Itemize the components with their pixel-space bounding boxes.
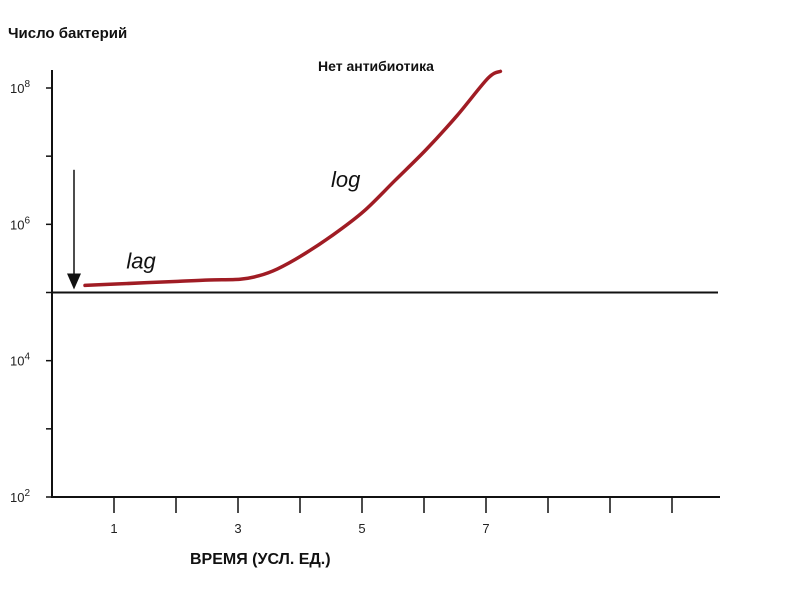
y-tick-exponent: 8 <box>24 79 30 90</box>
y-tick-base: 10 <box>10 217 24 232</box>
y-tick-exponent: 6 <box>24 215 30 226</box>
y-tick-label: 108 <box>10 79 30 96</box>
x-tick-label: 5 <box>358 521 365 536</box>
arrow-marker <box>67 169 81 290</box>
series-group <box>83 69 503 288</box>
phase-label: log <box>331 167 361 192</box>
y-axis-label: Число бактерий <box>8 25 127 42</box>
arrow-head <box>67 273 81 290</box>
y-tick-label: 102 <box>10 488 30 505</box>
x-ticks: 1 3 5 7 <box>110 497 673 536</box>
y-tick-base: 10 <box>10 81 24 96</box>
y-tick-exponent: 4 <box>24 352 30 363</box>
y-tick-label: 104 <box>10 352 30 369</box>
y-tick-label: 106 <box>10 215 30 232</box>
y-tick-base: 10 <box>10 490 24 505</box>
chart-title: Нет антибиотика <box>318 58 434 74</box>
x-tick-label: 1 <box>110 521 117 536</box>
x-tick-label: 3 <box>234 521 241 536</box>
phase-labels: lag log <box>126 167 361 274</box>
phase-label: lag <box>126 249 156 274</box>
axes <box>51 70 720 498</box>
y-tick-base: 10 <box>10 354 24 369</box>
x-axis-label: ВРЕМЯ (УСЛ. ЕД.) <box>190 551 331 568</box>
x-tick-label: 7 <box>482 521 489 536</box>
growth-curve <box>83 69 503 288</box>
y-tick-exponent: 2 <box>24 488 30 499</box>
